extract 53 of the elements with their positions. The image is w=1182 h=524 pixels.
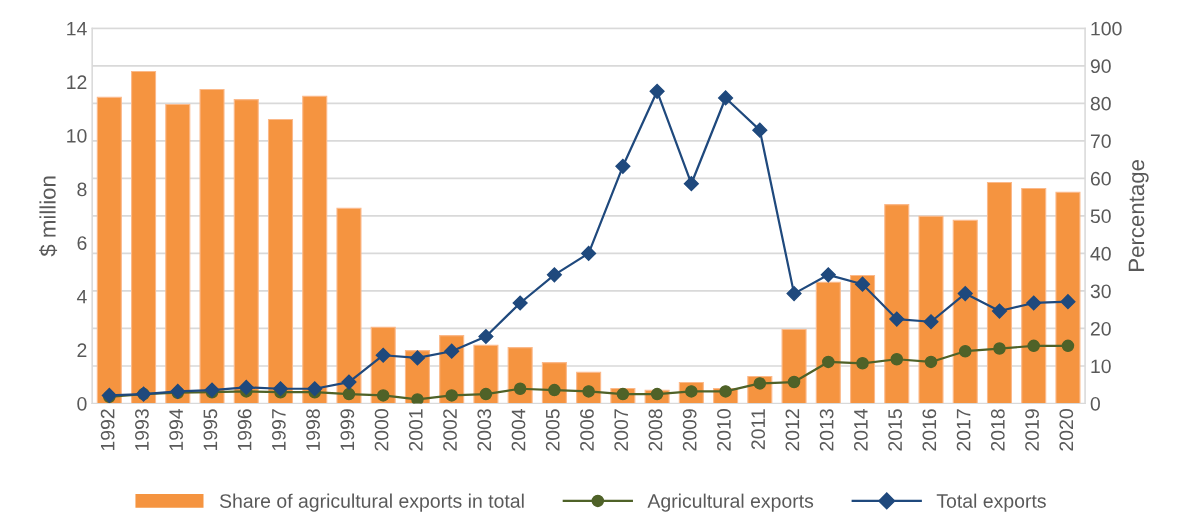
x-tick-label: 2003 xyxy=(477,409,492,451)
legend-label: Total exports xyxy=(936,493,1046,512)
x-tick-label: 2012 xyxy=(785,409,800,451)
y-tick-label: 6 xyxy=(77,236,87,250)
y-tick-label: 8 xyxy=(77,182,87,197)
x-tick-label: 2008 xyxy=(648,409,663,451)
x-tick-label: 2002 xyxy=(443,409,457,451)
x-tick-label: 2001 xyxy=(408,409,423,451)
x-tick-label: 2020 xyxy=(1059,409,1074,451)
y2-tick-label: 30 xyxy=(1090,284,1111,299)
y2-tick-label: 60 xyxy=(1090,171,1111,186)
x-tick-label: 2016 xyxy=(922,409,937,451)
y2-tick-label: 80 xyxy=(1090,96,1111,111)
x-tick-label: 1992 xyxy=(100,409,115,451)
y-tick-label: 4 xyxy=(76,289,87,304)
x-tick-label: 2005 xyxy=(545,409,560,451)
x-tick-label: 2015 xyxy=(888,409,902,451)
x-tick-label: 2007 xyxy=(614,409,629,451)
x-tick-label: 2000 xyxy=(374,409,389,451)
y2-tick-label: 90 xyxy=(1090,59,1111,74)
x-tick-label: 2011 xyxy=(751,409,766,450)
x-tick-label: 2006 xyxy=(580,409,594,451)
y-tick-label: 12 xyxy=(67,75,87,89)
x-tick-label: 2018 xyxy=(990,409,1005,451)
y-axis-title: $ million xyxy=(39,176,58,257)
x-tick-label: 2013 xyxy=(819,409,834,451)
y2-tick-label: 20 xyxy=(1090,321,1111,336)
legend-label: Share of agricultural exports in total xyxy=(219,493,524,512)
x-tick-label: 2017 xyxy=(956,409,971,451)
x-tick-label: 1999 xyxy=(340,409,355,451)
y-tick-label: 0 xyxy=(77,396,87,411)
legend-label: Agricultural exports xyxy=(647,493,814,512)
x-tick-label: 2010 xyxy=(717,409,731,451)
x-tick-label: 1996 xyxy=(237,409,252,451)
y-tick-label: 2 xyxy=(77,343,87,357)
y2-tick-label: 100 xyxy=(1091,21,1122,36)
y2-tick-label: 40 xyxy=(1090,246,1111,261)
y2-axis-title: Percentage xyxy=(1128,160,1149,271)
x-tick-label: 1993 xyxy=(135,409,149,451)
x-tick-label: 2004 xyxy=(511,408,526,451)
x-tick-label: 2014 xyxy=(853,408,868,451)
x-tick-label: 1997 xyxy=(271,409,286,451)
x-tick-label: 1994 xyxy=(169,408,184,451)
y-tick-label: 14 xyxy=(67,21,87,36)
y2-tick-label: 70 xyxy=(1090,134,1111,149)
x-tick-label: 2019 xyxy=(1025,409,1039,451)
y2-tick-label: 0 xyxy=(1090,396,1100,411)
x-tick-label: 1998 xyxy=(306,409,320,451)
x-tick-label: 1995 xyxy=(203,409,218,451)
y2-tick-label: 50 xyxy=(1090,209,1111,224)
y2-tick-label: 10 xyxy=(1091,359,1111,374)
x-tick-label: 2009 xyxy=(682,409,697,451)
y-tick-label: 10 xyxy=(67,128,87,143)
